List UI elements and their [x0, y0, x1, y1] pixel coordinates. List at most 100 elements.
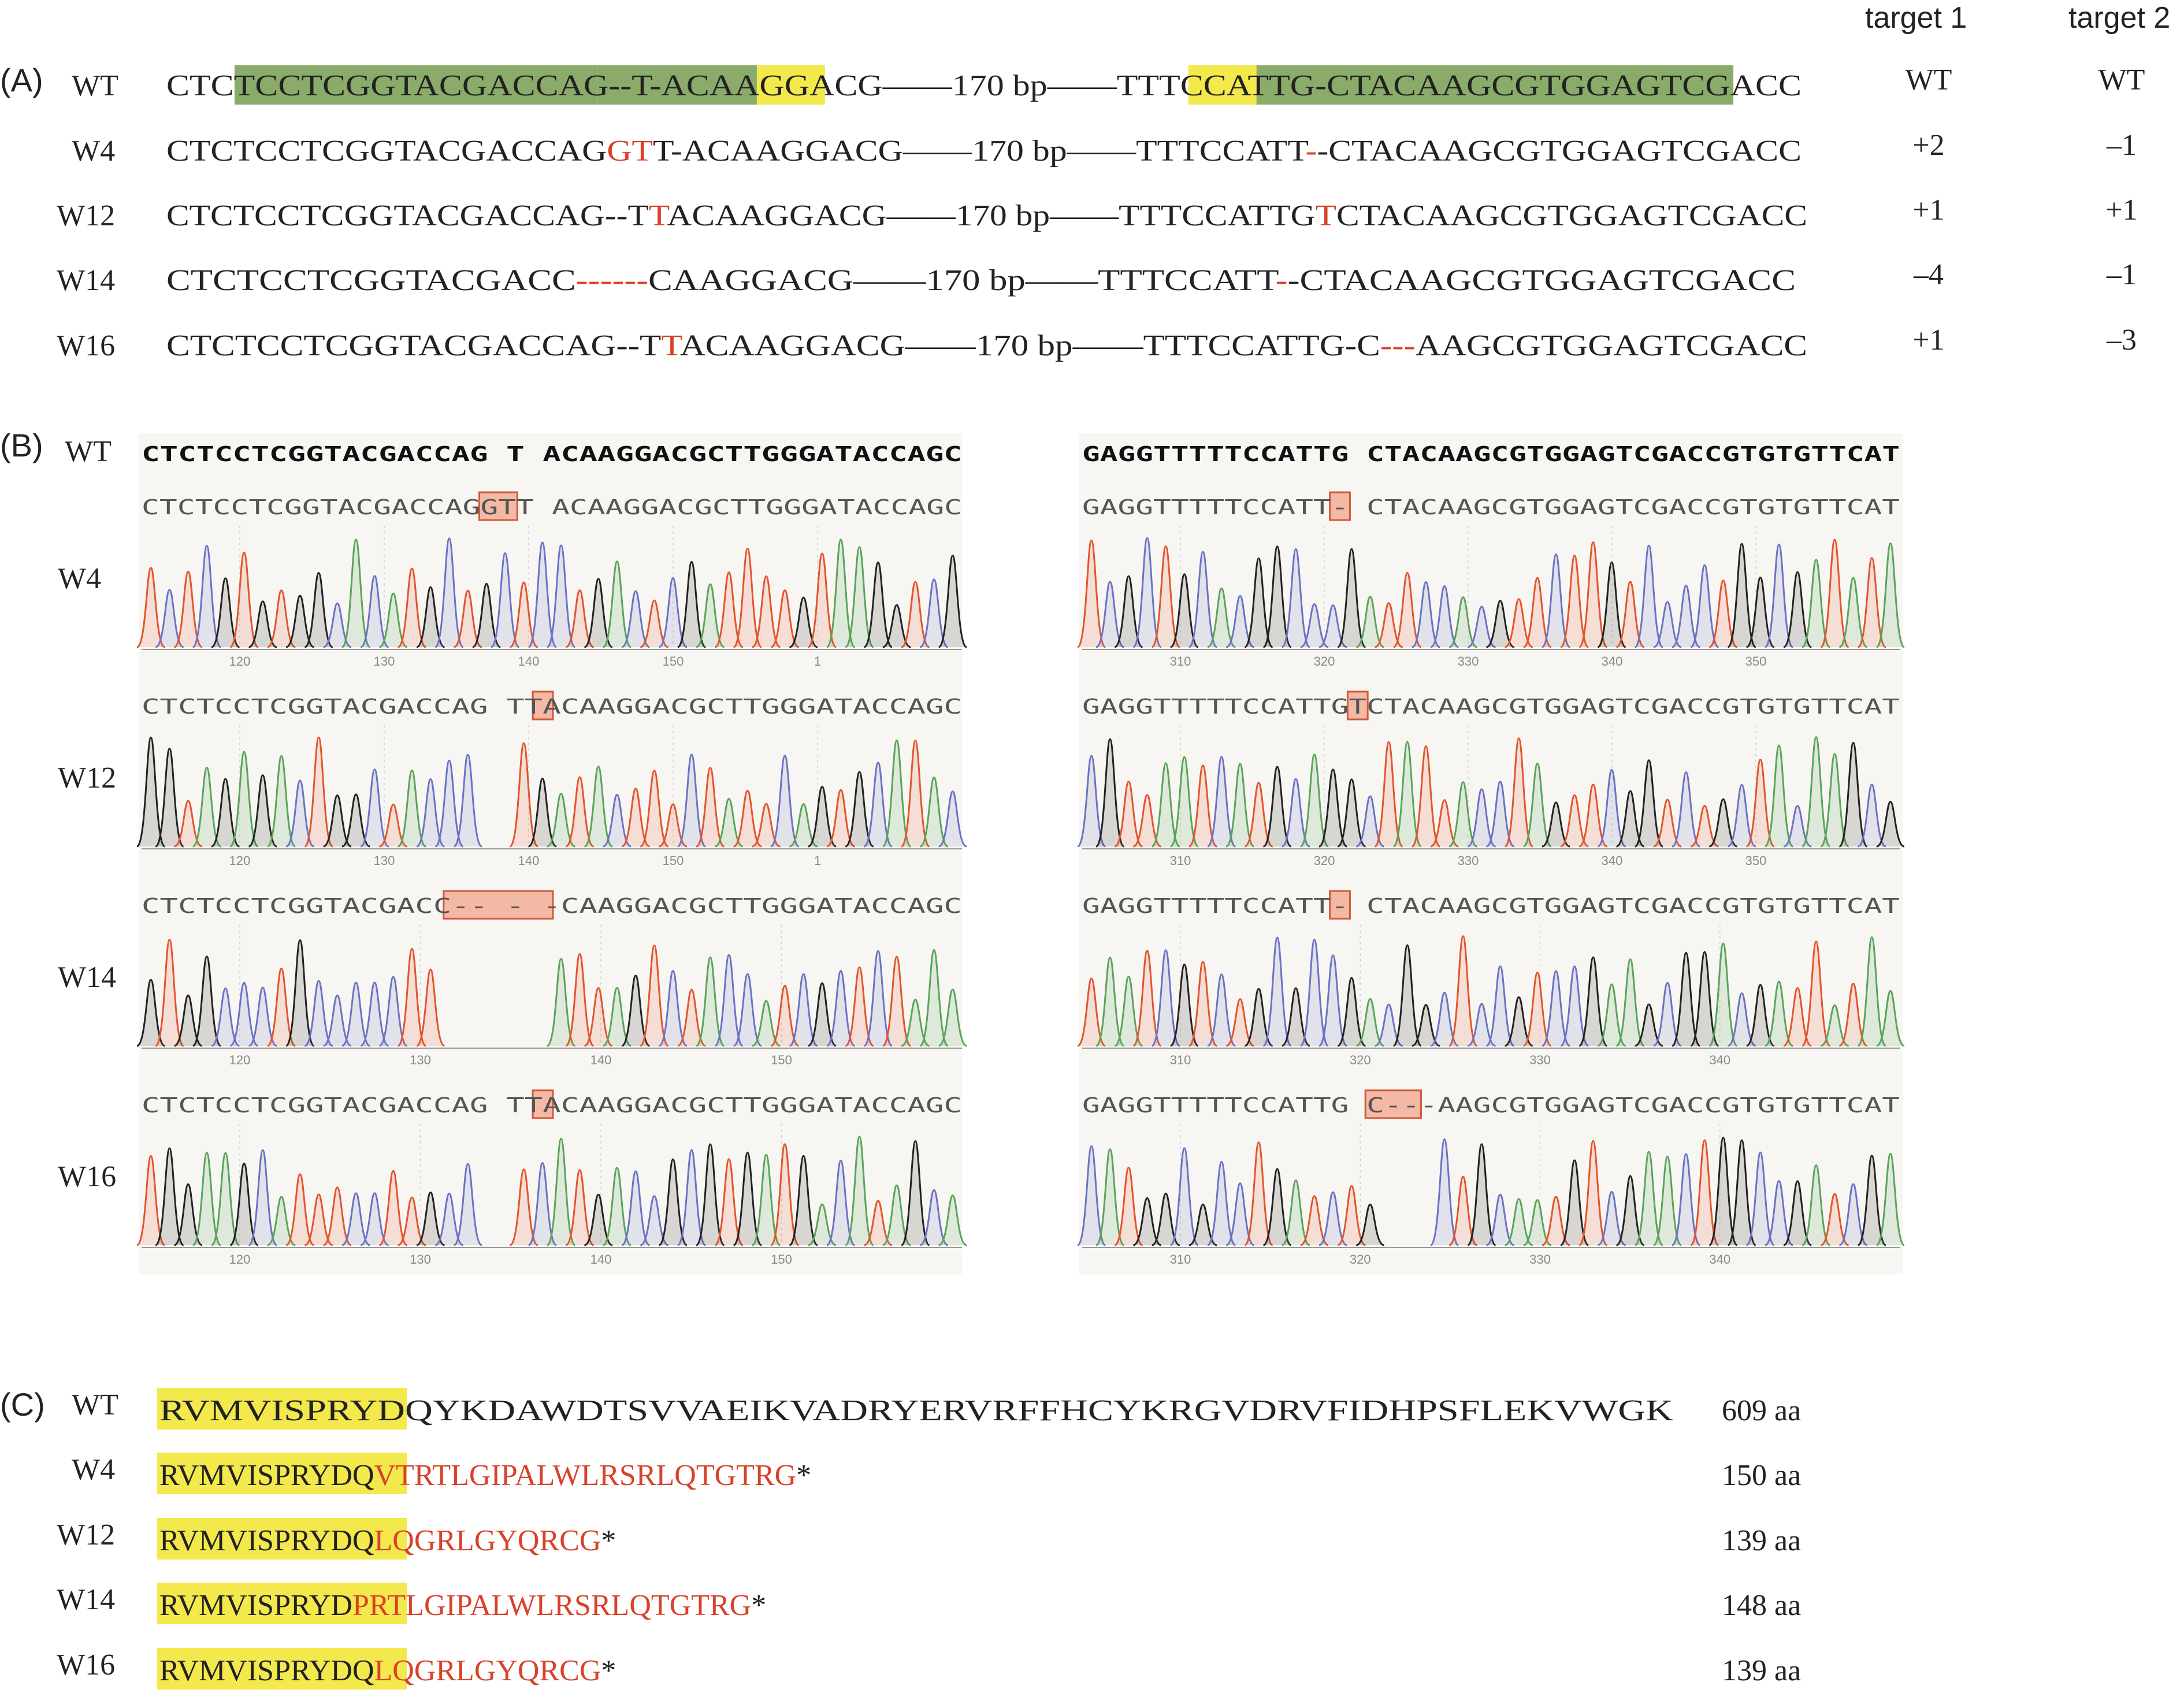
trace-peak [1188, 551, 1218, 648]
trace-peak [192, 1152, 222, 1246]
trace-tick-label: 320 [1350, 1252, 1371, 1267]
trace-peak [434, 1193, 464, 1246]
trace-peak [136, 736, 166, 848]
trace-peak [304, 1193, 333, 1246]
protein-row-w16: W16 RVMVISPRYDQLQGRLGYQRCG* 139 aa [57, 1648, 1801, 1690]
row-label-w16: W16 [57, 1649, 115, 1681]
target-1-header: target 1 [1865, 1, 1967, 35]
trace-peak [248, 986, 277, 1047]
trace-peak [733, 789, 762, 848]
dna-sequence-w12: CTCTCCTCGGTACGACCAG--T TACAAGGACG——170 bp… [166, 199, 1807, 232]
target-highlights [234, 65, 1734, 105]
trace-peak [789, 596, 818, 648]
trace-peak [1689, 1139, 1719, 1246]
dna-sequence-w4: CTCTCCTCGGTACGACCAG GT T-ACAAGGACG——170 bp… [166, 135, 1802, 168]
trace-peak [1802, 559, 1831, 648]
conserved-motif: RVMVISPRYD [159, 1459, 352, 1492]
trace-peak [322, 1186, 352, 1246]
trace-peak [285, 595, 315, 648]
trace-peak [416, 586, 445, 648]
trace-peak [509, 1168, 538, 1246]
trace-peak [1169, 1147, 1199, 1246]
stop-codon-mark: * [601, 1524, 616, 1557]
trace-peak [826, 539, 856, 648]
trace-peak [1820, 1193, 1849, 1246]
trace-peak [1412, 581, 1440, 648]
trace-peak [1151, 949, 1181, 1047]
trace-peak [434, 759, 464, 848]
trace-peak [1876, 990, 1905, 1047]
trace-peak [378, 975, 408, 1047]
target-1-result: +2 [1912, 129, 1944, 162]
trace-peak [1076, 1145, 1106, 1246]
trace-peak [453, 1163, 482, 1246]
trace-peak [919, 777, 949, 848]
trace-tick-label: 130 [374, 853, 395, 868]
trace-peak [677, 1149, 707, 1246]
trace-peak [1783, 805, 1812, 848]
conserved-motif: RVMVISPRYD [159, 1654, 352, 1687]
trace-peak [1578, 784, 1608, 848]
trace-peak [696, 583, 725, 648]
trace-peak [509, 581, 538, 648]
trace-peak [845, 771, 874, 848]
trace-peak [1653, 1156, 1682, 1246]
trace-peak [1523, 1199, 1552, 1246]
trace-tick-label: 1 [814, 654, 821, 669]
trace-peak [863, 950, 893, 1047]
trace-peak [1337, 1185, 1366, 1246]
sequence-segment: ------ [576, 264, 648, 297]
trace-peak [1207, 756, 1236, 848]
protein-length: 609 aa [1722, 1394, 1801, 1427]
trace-peak [1467, 1003, 1496, 1047]
trace-peak [640, 599, 669, 648]
trace-peak [154, 747, 185, 848]
panel-a-label: (A) [0, 62, 43, 98]
trace-peak [845, 546, 874, 648]
sequence-segment: T-ACAAGGACG——170 bp——TTTCCATT [653, 135, 1308, 168]
trace-peak [1243, 1141, 1274, 1246]
trace-peak [882, 739, 912, 848]
trace-peak [863, 762, 893, 848]
trace-peak [1132, 537, 1162, 648]
trace-peak [1838, 1183, 1868, 1246]
trace-peak [658, 1158, 688, 1246]
trace-peak [1132, 1197, 1162, 1246]
sequence-segment: CCA [1180, 69, 1252, 102]
trace-peak [1188, 960, 1217, 1047]
trace-peak [1169, 573, 1199, 648]
chromatogram-row-w16: W16 CTCTCCTCGGTACGACCAG TTACAAGGACGCTTGGG… [58, 1089, 1905, 1267]
trace-peak [1615, 1175, 1645, 1246]
trace-peak [285, 1173, 315, 1246]
trace-peak [1783, 1180, 1812, 1246]
stop-codon-mark: * [751, 1589, 766, 1622]
trace-peak [341, 793, 371, 848]
wt-reference-left: CTCTCCTCGGTACGACCAG T ACAAGGACGCTTGGGATA… [142, 443, 962, 466]
trace-peak [1114, 781, 1143, 848]
row-label-w12: W12 [58, 762, 116, 794]
trace-peak [378, 1169, 408, 1246]
trace-peak [621, 974, 651, 1047]
stop-codon-mark: * [796, 1459, 811, 1492]
trace-peak [696, 767, 725, 848]
trace-peak [1672, 585, 1701, 648]
trace-peak [1318, 604, 1347, 648]
trace-peak [1505, 1198, 1533, 1246]
trace-tick-label: 130 [410, 1252, 431, 1267]
trace-peak [1299, 938, 1329, 1047]
trace-tick-label: 150 [771, 1053, 792, 1067]
sequence-segment: AGG [734, 69, 809, 102]
conserved-motif: RVMVISPRYD [159, 1524, 352, 1557]
target-2-result: –1 [2106, 258, 2137, 291]
trace-peak [900, 1140, 930, 1246]
frameshift-residues: LQGRLGYQRCG [374, 1654, 601, 1687]
wt-label: WT [65, 435, 112, 468]
trace-peak [1374, 741, 1404, 848]
trace-peak [1207, 973, 1236, 1047]
target-2-result: –3 [2106, 324, 2137, 357]
trace-peak [714, 571, 744, 648]
sequence-segment: AAGCGTGGAGTCGACC [1416, 329, 1807, 362]
trace-peak [1838, 741, 1869, 848]
sequence-segment: CTCTCCTCGGTACGACCAG--T [166, 329, 661, 362]
dna-sequence-wt: CTC TCCTCGGTACGACCAG --T-ACA AGG ACG——170 bp… [166, 69, 1802, 102]
